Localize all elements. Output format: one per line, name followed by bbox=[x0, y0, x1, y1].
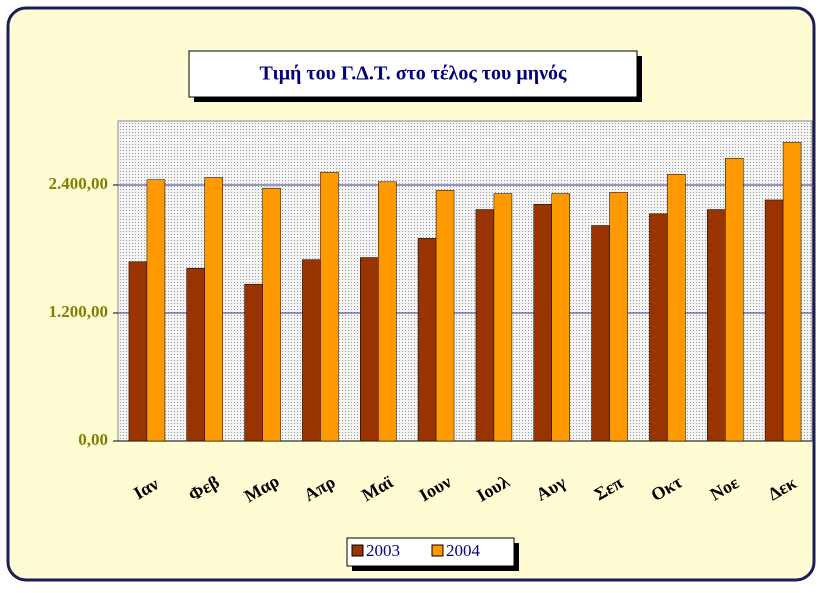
legend-swatch bbox=[431, 544, 444, 557]
y-tick-label: 0,00 bbox=[78, 430, 108, 449]
chart-title: Τιμή του Γ.Δ.Τ. στο τέλος του μηνός bbox=[260, 63, 568, 85]
bar bbox=[360, 257, 379, 442]
y-tick-label: 2.400,00 bbox=[49, 174, 109, 193]
bar bbox=[186, 267, 205, 442]
legend-swatch bbox=[351, 544, 364, 557]
legend-label: 2004 bbox=[446, 541, 481, 560]
bar bbox=[591, 225, 610, 442]
bar bbox=[493, 193, 513, 442]
bar bbox=[378, 181, 397, 442]
bar bbox=[128, 261, 148, 442]
bar bbox=[667, 174, 686, 442]
bar bbox=[551, 193, 570, 442]
bar bbox=[764, 199, 784, 442]
bar bbox=[302, 259, 321, 442]
bar bbox=[244, 283, 263, 442]
plot-area bbox=[117, 120, 813, 442]
legend-box bbox=[346, 537, 515, 567]
y-tick-label: 1.200,00 bbox=[49, 302, 109, 321]
bar bbox=[782, 142, 802, 442]
bar bbox=[146, 179, 166, 442]
title-box bbox=[188, 50, 638, 98]
bar bbox=[262, 187, 281, 442]
bar bbox=[533, 203, 552, 442]
bar bbox=[725, 158, 744, 442]
bar bbox=[417, 238, 437, 442]
bar bbox=[320, 171, 339, 442]
bar bbox=[609, 192, 628, 442]
bar bbox=[204, 177, 223, 442]
bar bbox=[435, 190, 455, 442]
bar bbox=[475, 209, 495, 442]
bar bbox=[707, 209, 726, 442]
bar bbox=[649, 213, 668, 442]
legend-label: 2003 bbox=[366, 541, 400, 560]
